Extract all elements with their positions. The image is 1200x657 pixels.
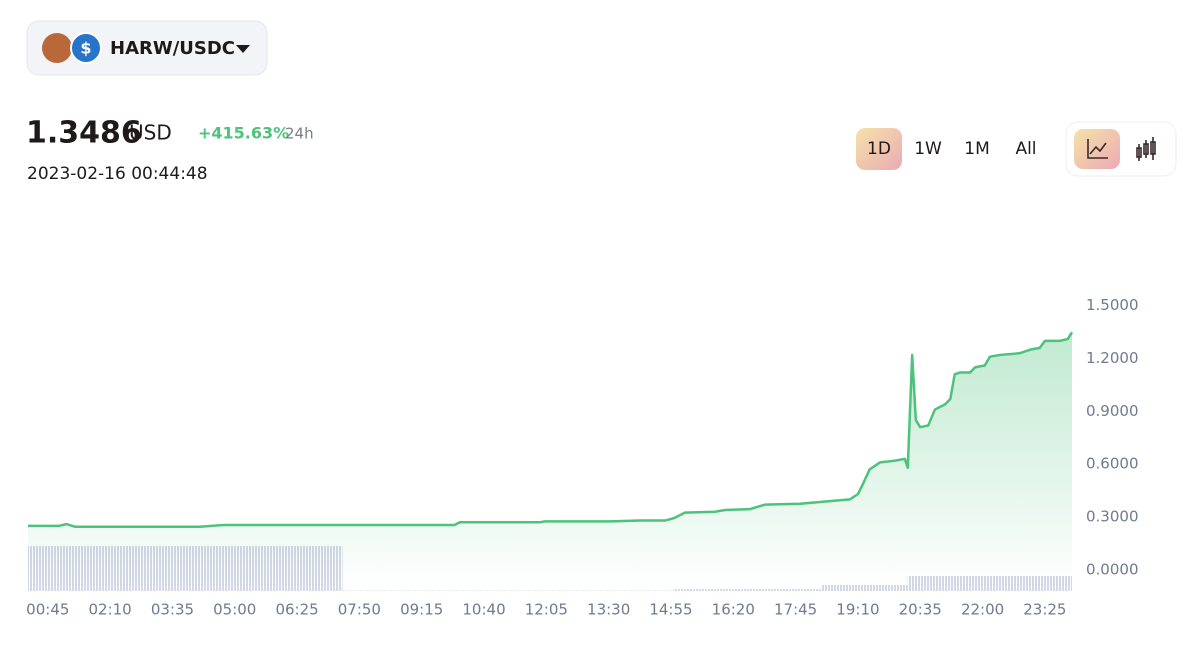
range-button[interactable]: 1W <box>914 139 942 159</box>
timestamp: 2023-02-16 00:44:48 <box>27 164 208 184</box>
x-tick-label: 03:35 <box>151 601 194 619</box>
x-tick-label: 10:40 <box>462 601 505 619</box>
svg-text:$: $ <box>80 39 91 58</box>
range-button[interactable]: 1D <box>867 139 891 159</box>
price-area <box>28 332 1072 591</box>
currency: USD <box>129 121 172 145</box>
y-tick-label: 0.6000 <box>1086 455 1139 473</box>
candle-chart-button[interactable] <box>1136 137 1156 161</box>
range-active <box>856 128 902 170</box>
x-tick-label: 20:35 <box>899 601 942 619</box>
price-line <box>28 331 1074 528</box>
x-tick-label: 09:15 <box>400 601 443 619</box>
x-tick-label: 06:25 <box>275 601 318 619</box>
pair-selector[interactable]: $ HARW/USDC <box>26 20 268 76</box>
x-tick-label: 05:00 <box>213 601 256 619</box>
x-tick-label: 14:55 <box>649 601 692 619</box>
x-tick-label: 22:00 <box>961 601 1004 619</box>
line-icon <box>1087 139 1108 159</box>
pair-name: HARW/USDC <box>110 38 235 59</box>
period: 24h <box>285 125 314 143</box>
y-tick-label: 0.3000 <box>1086 508 1139 526</box>
y-tick-label: 0.9000 <box>1086 402 1139 420</box>
change: +415.63% <box>198 124 289 143</box>
x-tick-label: 07:50 <box>338 601 381 619</box>
x-tick-label: 13:30 <box>587 601 630 619</box>
y-tick-label: 1.5000 <box>1086 296 1139 314</box>
range-button[interactable]: 1M <box>964 139 989 159</box>
x-tick-label: 00:45 <box>26 601 69 619</box>
y-tick-label: 0.0000 <box>1086 560 1139 578</box>
range-button[interactable]: All <box>1015 139 1036 159</box>
x-tick-label: 16:20 <box>712 601 755 619</box>
price: 1.3486 <box>26 116 142 151</box>
x-tick-label: 17:45 <box>774 601 817 619</box>
x-tick-label: 02:10 <box>88 601 131 619</box>
x-tick-label: 19:10 <box>836 601 879 619</box>
x-tick-label: 23:25 <box>1023 601 1066 619</box>
x-tick-label: 12:05 <box>525 601 568 619</box>
y-tick-label: 1.2000 <box>1086 349 1139 367</box>
